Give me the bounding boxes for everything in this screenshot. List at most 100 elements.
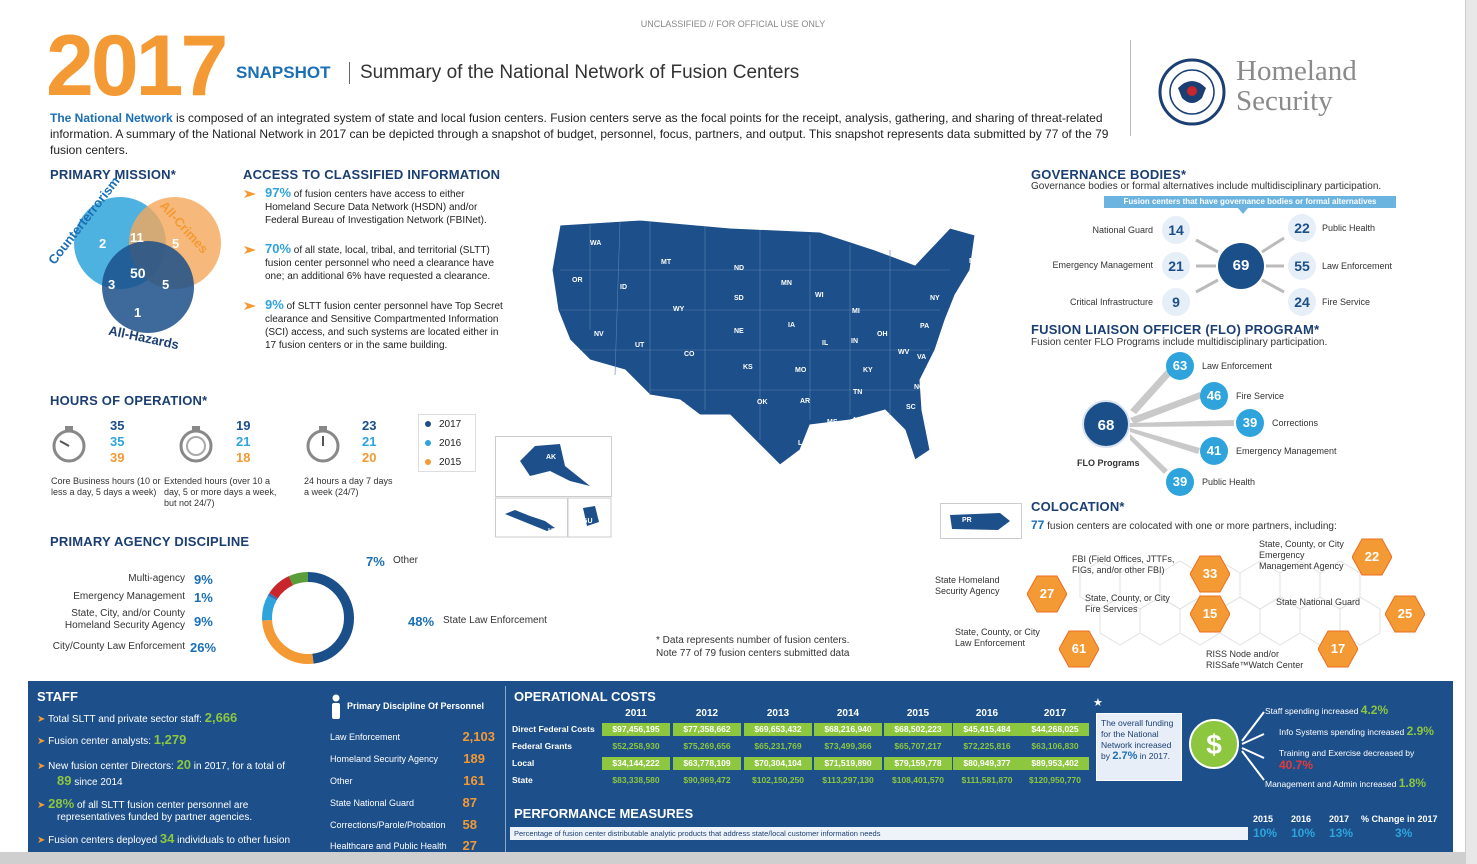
coloc-ng-label: State National Guard	[1276, 597, 1361, 607]
cost-cell: $108,401,570	[884, 774, 952, 787]
coloc-le-value: 61	[1071, 641, 1087, 656]
performance-row-1-label: Percentage of fusion center distributabl…	[510, 827, 1248, 840]
hours-core-label: Core Business hours (10 or less a day, 5…	[51, 476, 161, 497]
cost-cell: $97,456,195	[602, 723, 670, 736]
governance-center: 69	[1218, 243, 1264, 289]
state-label-ar: AR	[800, 398, 811, 405]
staff-item-7: ➤ Fusion centers deployed 34 individuals…	[37, 831, 290, 846]
overall-funding-box: The overall funding for the National Net…	[1096, 713, 1182, 781]
hex-em	[1352, 538, 1392, 576]
state-label-nm: NM	[674, 402, 685, 409]
coloc-em-label: State, County, or City Emergency Managem…	[1259, 539, 1344, 571]
state-label-al: AL	[852, 417, 862, 424]
state-label-co: CO	[684, 351, 695, 358]
personnel-corr-label: Corrections/Parole/Probation	[330, 820, 446, 830]
snapshot-label: SNAPSHOT	[236, 63, 331, 82]
state-label-tx: TX	[742, 438, 751, 445]
discipline-state-le-label: State Law Enforcement	[443, 615, 547, 626]
gov-public-health-label: Public Health	[1322, 223, 1376, 233]
mission-title: PRIMARY MISSION*	[50, 167, 176, 182]
staff-item-5: ➤ 28% of all SLTT fusion center personne…	[37, 796, 249, 811]
viewer-gutter[interactable]	[1466, 0, 1477, 864]
cost-year-2014: 2014	[836, 708, 860, 719]
discipline-other-pct: 7%	[366, 554, 385, 569]
puerto-rico-inset	[940, 503, 1022, 539]
flo-title: FUSION LIAISON OFFICER (FLO) PROGRAM*	[1031, 322, 1320, 337]
us-map	[551, 219, 976, 466]
personnel-le-value: 2,103	[462, 729, 495, 744]
personnel-ng-label: State National Guard	[330, 798, 415, 808]
flo-em-label: Emergency Management	[1236, 446, 1337, 456]
venn-ct-ah: 3	[108, 277, 116, 292]
personnel-other-value: 161	[463, 773, 485, 788]
gov-em-label: Emergency Management	[1052, 260, 1153, 270]
callout-pointer	[1238, 208, 1248, 214]
coloc-riss-label: RISS Node and/or RISSafe™Watch Center	[1206, 649, 1304, 670]
governance-arrows	[1195, 236, 1285, 294]
state-label-ms: MS	[827, 419, 838, 426]
state-label-ny: NY	[930, 295, 940, 302]
change-staff: Staff spending increased 4.2%	[1265, 703, 1389, 717]
cost-cell: $34,144,222	[602, 757, 670, 770]
cost-cell: $69,653,432	[744, 723, 812, 736]
staff-title: STAFF	[37, 689, 78, 704]
arrow-bullet-icon	[244, 302, 256, 310]
discipline-state-le-pct: 48%	[408, 614, 435, 629]
staff-item-1: ➤ Total SLTT and private sector staff: 2…	[37, 710, 238, 725]
mission-venn	[74, 197, 221, 333]
staff-item-2: ➤ Fusion center analysts: 1,279	[37, 732, 187, 747]
hours-core-2015: 39	[110, 450, 125, 465]
cost-cell: $72,225,816	[953, 740, 1021, 753]
access-item-3: 9% of SLTT fusion center personnel have …	[265, 297, 503, 351]
classification-banner: UNCLASSIFIED // FOR OFFICIAL USE ONLY	[640, 19, 826, 29]
discipline-city-le-pct: 26%	[190, 640, 217, 655]
intro-paragraph: The National Network is composed of an i…	[50, 110, 1120, 158]
gov-fire-value: 24	[1288, 288, 1316, 316]
personnel-title: Primary Discipline Of Personnel	[347, 701, 485, 711]
state-label-in: IN	[851, 338, 858, 345]
state-label-nv: NV	[594, 331, 604, 338]
cost-year-2015: 2015	[906, 708, 930, 719]
state-label-hi: HI	[548, 528, 555, 535]
discipline-title: PRIMARY AGENCY DISCIPLINE	[50, 534, 250, 549]
hours-247-label: 24 hours a day 7 days a week (24/7)	[304, 476, 393, 497]
access-item-1: 97% of fusion centers have access to eit…	[265, 185, 487, 226]
state-label-wa: WA	[590, 240, 602, 247]
cost-row-label: Local	[512, 758, 535, 768]
title-divider	[349, 62, 350, 84]
cost-row-label: Federal Grants	[512, 741, 572, 751]
cost-row-label: Direct Federal Costs	[512, 724, 595, 734]
cost-arrows	[1241, 711, 1265, 781]
cost-year-2016: 2016	[975, 708, 999, 719]
gov-ci-label: Critical Infrastructure	[1069, 297, 1153, 307]
page-subtitle: Summary of the National Network of Fusio…	[360, 62, 800, 83]
state-label-ut: UT	[635, 342, 645, 349]
state-label-ok: OK	[757, 399, 768, 406]
venn-ct-ac: 11	[130, 230, 144, 245]
cost-cell: $83,338,580	[602, 774, 670, 787]
coloc-em-value: 22	[1364, 549, 1380, 564]
discipline-city-le-label: City/County Law Enforcement	[52, 641, 185, 652]
coloc-ng-value: 25	[1397, 606, 1413, 621]
personnel-hsa-value: 189	[463, 751, 485, 766]
hours-extended-label: Extended hours (over 10 a day, 5 or more…	[164, 476, 277, 508]
flo-subtitle: Fusion center FLO Programs include multi…	[1031, 337, 1328, 348]
state-label-wi: WI	[815, 292, 824, 299]
hours-core-2016: 35	[110, 434, 125, 449]
stopwatch-icon	[179, 426, 213, 463]
costs-title: OPERATIONAL COSTS	[514, 689, 656, 704]
hex-le	[1059, 630, 1099, 668]
cost-cell: $65,707,217	[884, 740, 952, 753]
staff-item-6: representatives funded by partner agenci…	[57, 812, 253, 823]
stopwatch-icon	[52, 426, 86, 463]
state-label-ky: KY	[863, 367, 873, 374]
cost-cell: $44,268,025	[1021, 723, 1089, 736]
gov-le-value: 55	[1288, 252, 1316, 280]
state-label-ak: AK	[546, 454, 557, 461]
dhs-wordmark-line1: Homeland	[1236, 55, 1357, 87]
change-info: Info Systems spending increased 2.9%	[1279, 724, 1434, 738]
discipline-hsa-label: State, City, and/or County Homeland Secu…	[64, 608, 185, 631]
state-label-sc: SC	[906, 404, 916, 411]
cost-cell: $90,969,472	[673, 774, 741, 787]
flo-le-label: Law Enforcement	[1202, 361, 1273, 371]
